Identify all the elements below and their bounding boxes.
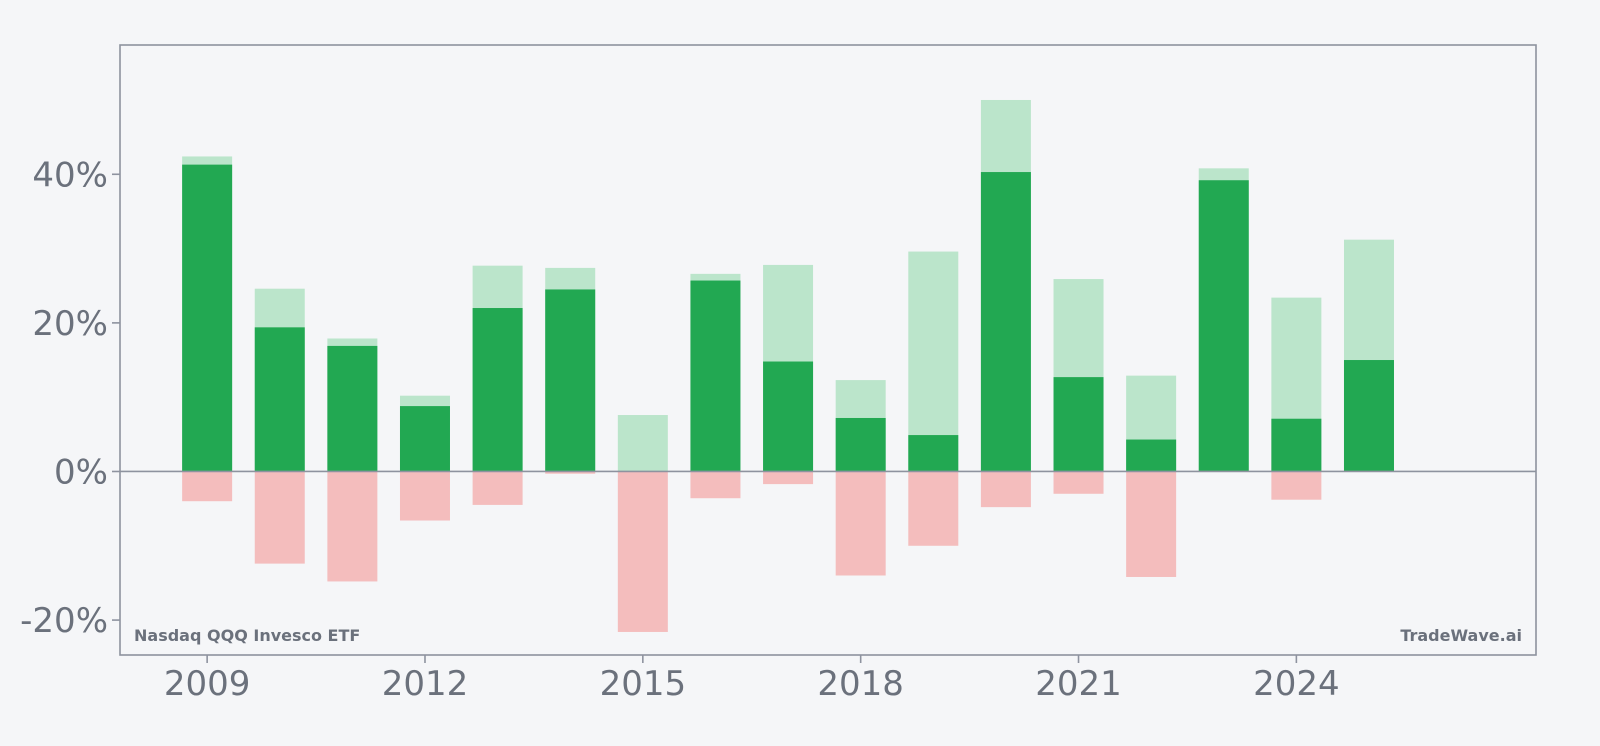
x-tick-label-3: 2018 bbox=[817, 664, 904, 704]
bar-return-2021 bbox=[1053, 377, 1104, 472]
bar-return-2017 bbox=[763, 361, 814, 472]
bar-max-low-2015 bbox=[617, 471, 668, 632]
bar-return-2023 bbox=[1198, 180, 1249, 472]
bar-max-low-2011 bbox=[327, 471, 378, 582]
bar-return-2013 bbox=[472, 308, 523, 472]
bar-max-low-2022 bbox=[1126, 471, 1177, 577]
bar-return-2018 bbox=[835, 417, 886, 472]
bar-return-2019 bbox=[908, 435, 959, 472]
bar-return-2016 bbox=[690, 280, 741, 472]
bar-max-low-2018 bbox=[835, 471, 886, 576]
watermark-left: Nasdaq QQQ Invesco ETF bbox=[134, 626, 360, 645]
bar-max-low-2016 bbox=[690, 471, 741, 499]
bar-max-low-2019 bbox=[908, 471, 959, 546]
y-axis: -20% 0% 20% 40% bbox=[20, 155, 120, 641]
bar-max-low-2013 bbox=[472, 471, 523, 505]
x-tick-label-1: 2012 bbox=[382, 664, 469, 704]
bar-return-2009 bbox=[182, 164, 233, 472]
x-tick-label-5: 2024 bbox=[1253, 664, 1340, 704]
bar-return-2020 bbox=[980, 172, 1031, 472]
bar-return-2024 bbox=[1271, 418, 1322, 472]
bar-max-low-2017 bbox=[763, 471, 814, 485]
bar-max-low-2020 bbox=[980, 471, 1031, 508]
bar-max-low-2009 bbox=[182, 471, 233, 502]
bar-return-2025 bbox=[1343, 360, 1394, 472]
bar-return-2022 bbox=[1126, 439, 1177, 472]
x-tick-label-0: 2009 bbox=[164, 664, 251, 704]
y-tick-label-3: 40% bbox=[32, 155, 108, 195]
y-tick-label-1: 0% bbox=[54, 452, 108, 492]
bar-return-2010 bbox=[254, 327, 305, 472]
bar-max-high-2015 bbox=[617, 415, 668, 472]
x-axis: 2009 2012 2015 2018 2021 2024 bbox=[164, 655, 1340, 704]
bar-return-2012 bbox=[399, 406, 450, 472]
bar-max-high-2019 bbox=[908, 251, 959, 472]
y-tick-label-0: -20% bbox=[20, 601, 108, 641]
bar-return-2014 bbox=[545, 289, 596, 472]
bar-max-low-2024 bbox=[1271, 471, 1322, 500]
bar-max-low-2010 bbox=[254, 471, 305, 564]
y-tick-label-2: 20% bbox=[32, 304, 108, 344]
bar-max-low-2014 bbox=[545, 471, 596, 474]
x-tick-label-4: 2021 bbox=[1035, 664, 1122, 704]
bar-max-low-2021 bbox=[1053, 471, 1104, 494]
bar-return-2011 bbox=[327, 345, 378, 472]
bar-max-low-2012 bbox=[399, 471, 450, 521]
bars-layer bbox=[182, 99, 1394, 632]
plot-frame bbox=[119, 44, 1537, 656]
watermark-right: TradeWave.ai bbox=[1400, 626, 1522, 645]
x-tick-label-2: 2015 bbox=[600, 664, 687, 704]
